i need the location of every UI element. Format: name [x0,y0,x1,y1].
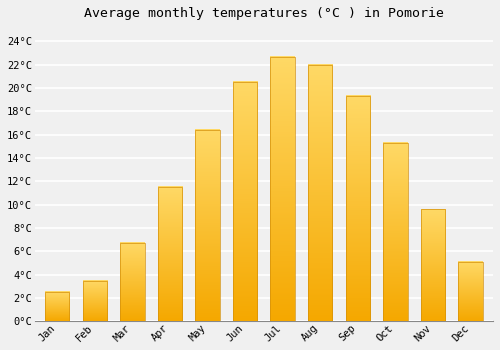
Bar [458,262,482,321]
Bar [383,143,407,321]
Bar [308,65,332,321]
Bar [270,57,295,321]
Bar [233,82,258,321]
Bar [420,209,445,321]
Bar [158,187,182,321]
Bar [45,292,70,321]
Bar [82,280,107,321]
Bar [196,130,220,321]
Bar [346,96,370,321]
Bar [120,243,144,321]
Title: Average monthly temperatures (°C ) in Pomorie: Average monthly temperatures (°C ) in Po… [84,7,444,20]
